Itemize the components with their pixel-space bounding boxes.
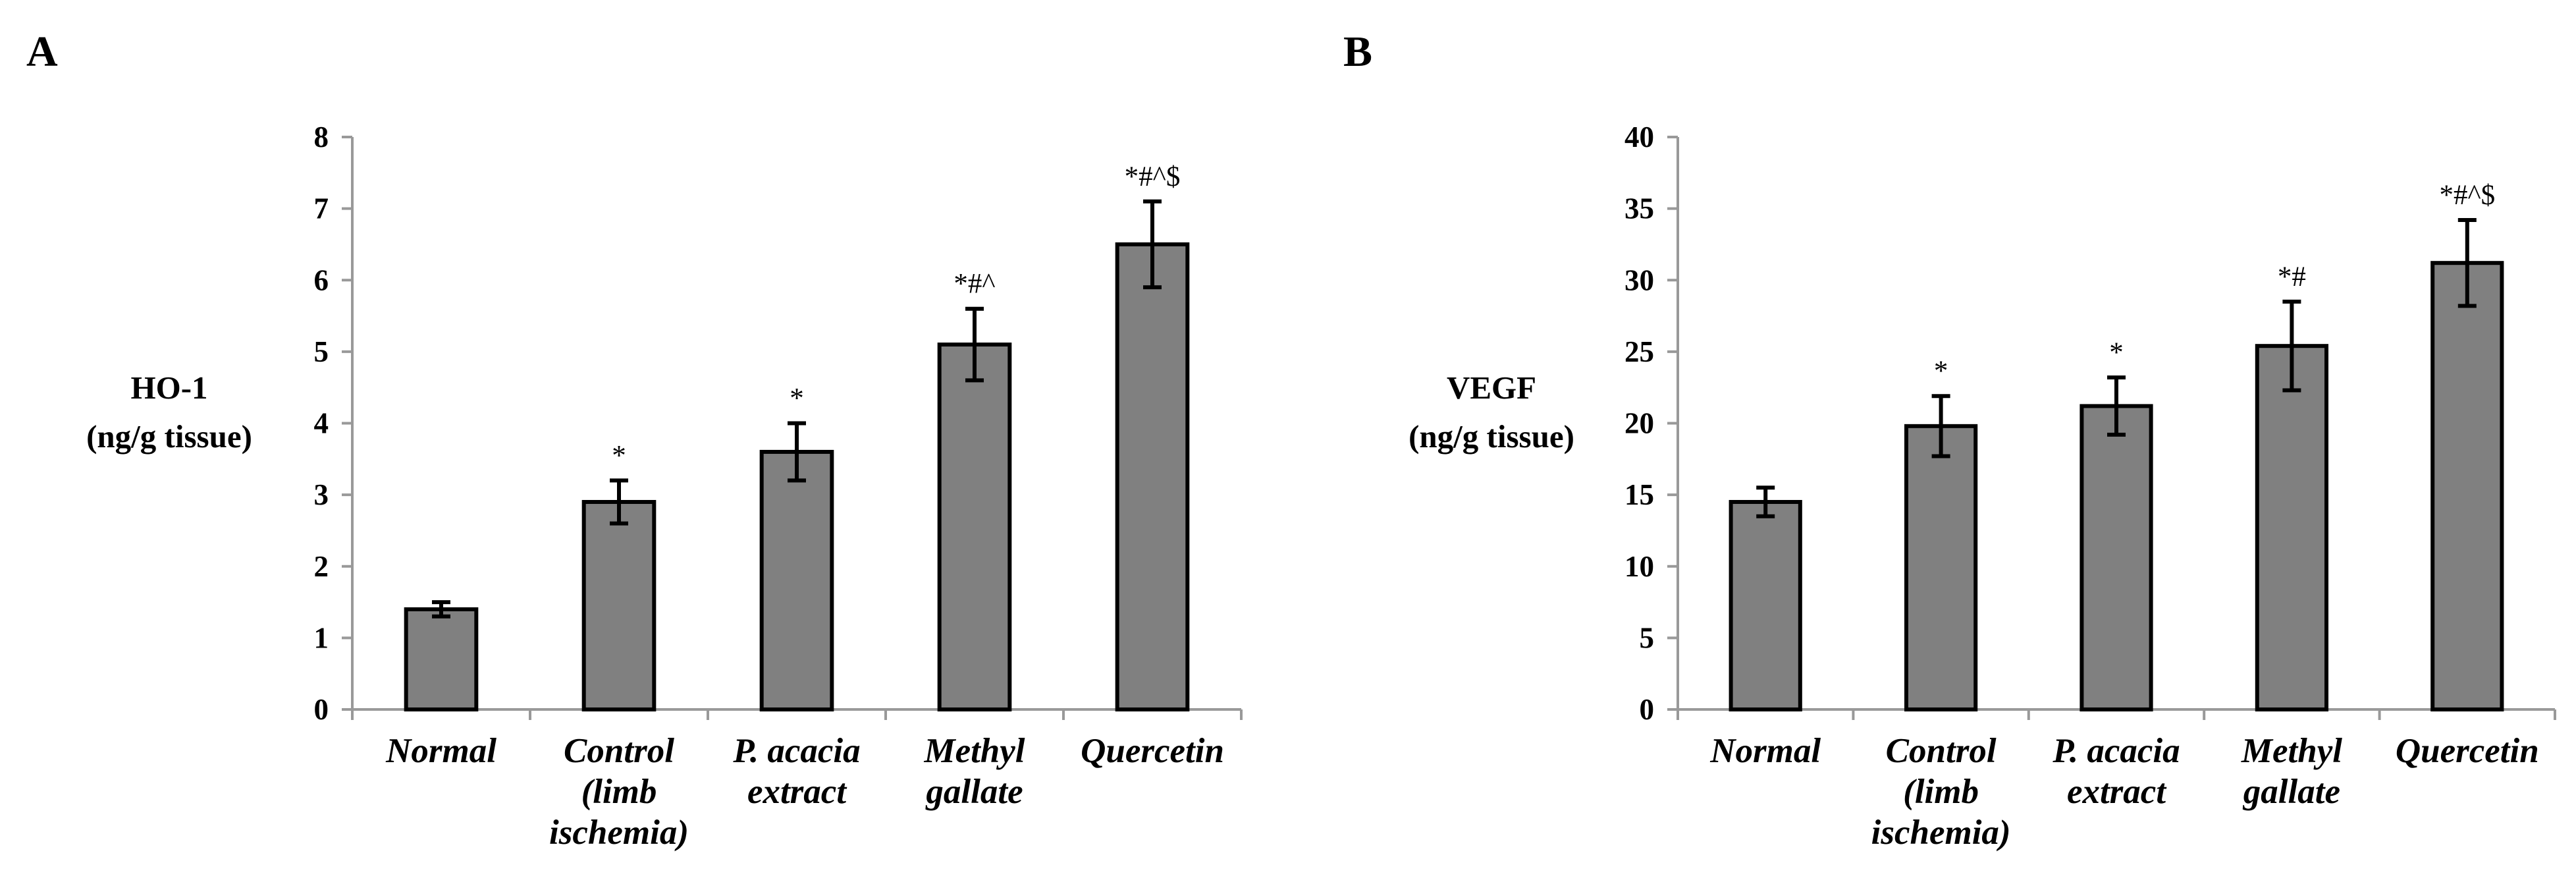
chart-a-y-tick-label: 1: [314, 621, 329, 654]
chart-b-bar: [2080, 404, 2153, 711]
chart-b-category-label: Methyl: [2241, 732, 2342, 770]
chart-a-bar: [1115, 242, 1190, 711]
chart-a-significance-label: *: [612, 440, 626, 471]
chart-a-category-label: P. acacia: [732, 732, 860, 770]
chart-b-y-label: (ng/g tissue): [1409, 418, 1574, 455]
chart-a-category-label: Control: [564, 732, 674, 770]
chart-b-category-label: gallate: [2243, 773, 2340, 811]
chart-b-significance-label: *#^$: [2439, 180, 2495, 211]
chart-a-significance-label: *#^$: [1125, 161, 1181, 192]
chart-a-category-label: Quercetin: [1081, 732, 1224, 770]
panel-label-a: A: [26, 28, 58, 76]
chart-b-category-label: Quercetin: [2396, 732, 2539, 770]
chart-a-category-label: extract: [747, 773, 847, 811]
chart-b-category-label: extract: [2067, 773, 2167, 811]
chart-a-category-label: Normal: [385, 732, 496, 770]
chart-panel-a: 0 1 2 3 4 5 6 7 8 HO-1 (ng/g tissue) Normal * Control…: [86, 121, 1243, 852]
chart-a-category-label: ischemia): [549, 814, 689, 852]
chart-a-bar: [581, 499, 657, 711]
chart-b-category-label: Normal: [1709, 732, 1821, 770]
chart-a-category-label: Methyl: [923, 732, 1025, 770]
chart-a-y-label: (ng/g tissue): [86, 418, 252, 455]
chart-b-category-label: ischemia): [1871, 814, 2011, 852]
chart-b-y-tick-label: 20: [1624, 407, 1654, 440]
chart-b-significance-label: *: [2109, 337, 2124, 368]
chart-b-category-label: P. acacia: [2052, 732, 2180, 770]
chart-a-y-tick-label: 4: [314, 407, 329, 440]
chart-panel-b: 0 5 10 15 20 25 30 35 40 VEGF (ng/g tissue) Normal *…: [1409, 121, 2556, 852]
chart-b-significance-label: *#: [2278, 262, 2306, 292]
chart-b-bar: [1729, 499, 1802, 711]
panel-label-b: B: [1343, 28, 1372, 76]
chart-a-category-label: gallate: [925, 773, 1023, 811]
chart-a-y-tick-label: 6: [314, 263, 329, 296]
chart-b-y-tick-label: 5: [1640, 621, 1655, 654]
chart-b-category-label: (limb: [1903, 773, 1979, 811]
chart-b-bar: [2255, 344, 2329, 711]
chart-b-category-label: Control: [1886, 732, 1997, 770]
chart-a-y-tick-label: 8: [314, 121, 329, 153]
chart-b-bar: [1904, 424, 1978, 711]
chart-b-y-tick-label: 40: [1624, 121, 1654, 153]
chart-b-bar: [2430, 261, 2504, 711]
chart-a-bar: [759, 449, 834, 711]
chart-a-category-label: (limb: [581, 773, 657, 811]
chart-a-significance-label: *#^: [953, 269, 995, 300]
chart-b-y-tick-label: 35: [1624, 192, 1654, 225]
chart-a-bar: [937, 343, 1012, 711]
chart-b-y-tick-label: 0: [1640, 693, 1655, 726]
chart-b-y-label: VEGF: [1447, 370, 1536, 406]
chart-a-y-tick-label: 7: [314, 192, 329, 225]
chart-a-y-tick-label: 2: [314, 550, 329, 583]
chart-b-significance-label: *: [1934, 356, 1948, 387]
chart-b-y-tick-label: 10: [1624, 550, 1654, 583]
chart-b-y-tick-label: 30: [1624, 263, 1654, 296]
chart-b-y-tick-label: 25: [1624, 335, 1654, 368]
chart-a-y-tick-label: 3: [314, 478, 329, 511]
chart-b-y-tick-label: 15: [1624, 478, 1654, 511]
chart-a-y-label: HO-1: [130, 370, 207, 406]
chart-a-significance-label: *: [790, 383, 804, 414]
chart-a-bar: [404, 607, 479, 711]
chart-a-y-tick-label: 0: [314, 693, 329, 726]
chart-a-y-tick-label: 5: [314, 335, 329, 368]
